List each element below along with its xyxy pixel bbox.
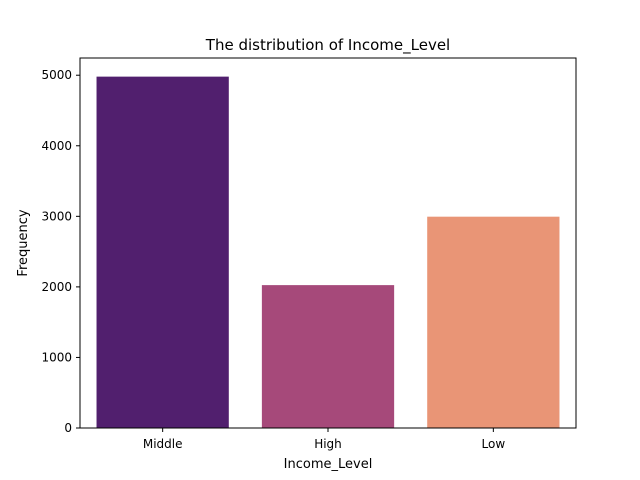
x-tick-label: Middle — [143, 437, 183, 451]
plot-frame — [79, 57, 577, 429]
y-tick-label: 2000 — [41, 280, 72, 294]
chart-title: The distribution of Income_Level — [205, 36, 450, 55]
bar-middle — [96, 76, 229, 428]
y-tick-label: 4000 — [41, 139, 72, 153]
y-tick-label: 1000 — [41, 350, 72, 364]
x-axis-label: Income_Level — [284, 457, 373, 472]
y-tick-label: 0 — [64, 421, 72, 435]
y-axis-label: Frequency — [16, 209, 31, 276]
bar-high — [261, 285, 395, 428]
y-tick-label: 3000 — [41, 209, 72, 223]
x-tick-label: Low — [482, 437, 506, 451]
y-tick-label: 5000 — [41, 68, 72, 82]
bar-low — [427, 216, 560, 428]
plot-area: Middle High Low 0 1000 2000 3000 4000 5000 — [41, 68, 560, 451]
x-tick-label: High — [314, 437, 342, 451]
